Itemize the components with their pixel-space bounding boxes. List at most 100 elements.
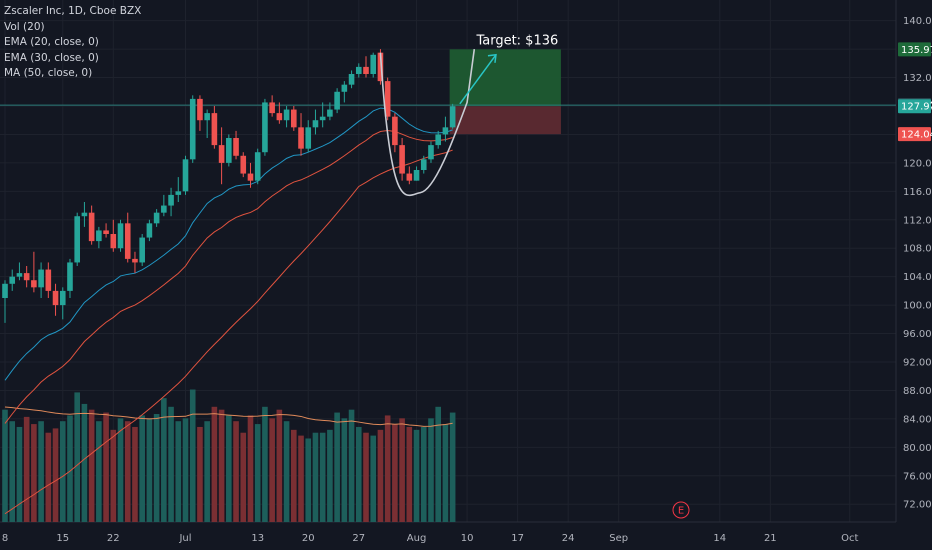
legend-ema30[interactable]: EMA (30, close, 0) bbox=[4, 51, 99, 64]
candle-body bbox=[45, 269, 52, 291]
volume-bar bbox=[312, 432, 319, 522]
y-tick-label: 76.00 bbox=[903, 471, 932, 482]
volume-bar bbox=[211, 406, 218, 522]
volume-bar bbox=[435, 406, 441, 522]
volume-bar bbox=[16, 426, 23, 522]
candle-body bbox=[59, 290, 66, 306]
legend-volume[interactable]: Vol (20) bbox=[4, 20, 45, 33]
candle-body bbox=[96, 230, 102, 242]
x-tick-label: 20 bbox=[302, 533, 315, 544]
volume-bar bbox=[175, 421, 182, 522]
candle-body bbox=[291, 109, 297, 128]
price-tag bbox=[898, 99, 931, 114]
volume-bar bbox=[23, 416, 30, 522]
candle-body bbox=[74, 216, 80, 263]
volume-bar bbox=[59, 421, 66, 522]
candle-body bbox=[38, 269, 44, 288]
candle-body bbox=[254, 152, 261, 181]
price-axis[interactable]: 140.00136.00132.00128.00124.00120.00116.… bbox=[898, 16, 932, 511]
x-tick-label: 24 bbox=[562, 533, 575, 544]
x-tick-label: 22 bbox=[107, 533, 120, 544]
volume-bar bbox=[319, 432, 326, 522]
target-zone bbox=[449, 49, 561, 107]
candle-body bbox=[240, 155, 247, 174]
candle-body bbox=[341, 84, 348, 92]
candle-body bbox=[406, 173, 413, 181]
candle-body bbox=[442, 127, 449, 135]
volume-bar bbox=[254, 424, 261, 522]
candlesticks bbox=[2, 49, 456, 323]
candle-body bbox=[276, 113, 283, 121]
y-tick-label: 100.00 bbox=[903, 301, 932, 312]
volume-bar bbox=[341, 418, 348, 522]
price-tag bbox=[898, 42, 931, 57]
volume-bar bbox=[103, 412, 109, 522]
volume-bar bbox=[139, 415, 145, 522]
candle-body bbox=[392, 116, 398, 146]
volume-bar bbox=[298, 435, 304, 522]
candle-body bbox=[363, 66, 369, 74]
candle-body bbox=[384, 81, 391, 117]
candle-body bbox=[197, 98, 203, 121]
candle-body bbox=[348, 74, 355, 85]
volume-bar bbox=[67, 415, 73, 522]
volume-bar bbox=[168, 406, 174, 522]
target-label: Target: $136 bbox=[475, 33, 558, 48]
volume-bar bbox=[283, 421, 290, 522]
y-tick-label: 88.00 bbox=[903, 386, 932, 397]
candle-body bbox=[88, 212, 95, 242]
candle-body bbox=[262, 102, 268, 153]
candle-body bbox=[189, 98, 196, 160]
annotation-drawings: Target: $136 E bbox=[379, 33, 690, 519]
candle-body bbox=[319, 116, 326, 121]
candle-body bbox=[305, 127, 312, 149]
candle-body bbox=[31, 280, 37, 288]
volume-ma-series bbox=[4, 406, 453, 427]
volume-bar bbox=[413, 429, 420, 522]
candle-body bbox=[247, 173, 254, 181]
candle-body bbox=[146, 223, 153, 238]
y-tick-label: 72.00 bbox=[903, 500, 932, 511]
x-tick-label: Oct bbox=[841, 533, 858, 544]
candle-body bbox=[399, 145, 405, 174]
volume-bar bbox=[370, 435, 377, 522]
volume-bar bbox=[45, 432, 52, 522]
candle-body bbox=[355, 66, 362, 74]
volume-bar bbox=[305, 438, 312, 522]
candle-body bbox=[377, 52, 384, 82]
price-tag-label: 135.97 bbox=[901, 45, 932, 56]
candle-body bbox=[2, 283, 8, 298]
ema30-series bbox=[4, 130, 453, 424]
volume-bar bbox=[74, 392, 80, 522]
candle-body bbox=[420, 159, 427, 170]
candle-body bbox=[269, 102, 275, 114]
y-tick-label: 108.00 bbox=[903, 244, 932, 255]
x-tick-label: 17 bbox=[511, 533, 524, 544]
candle-body bbox=[449, 106, 456, 128]
candle-body bbox=[182, 159, 189, 192]
volume-bar bbox=[399, 418, 405, 522]
y-tick-label: 112.00 bbox=[903, 215, 932, 226]
symbol-title[interactable]: Zscaler Inc, 1D, Cboe BZX bbox=[4, 5, 142, 17]
volume-bar bbox=[182, 418, 189, 522]
x-tick-label: 8 bbox=[2, 533, 8, 544]
candle-body bbox=[110, 234, 117, 249]
candle-body bbox=[52, 290, 59, 306]
x-tick-label: Jul bbox=[178, 533, 191, 544]
risk-reward-zones bbox=[0, 49, 896, 135]
candle-body bbox=[334, 91, 340, 110]
price-tag-label: 124.04 bbox=[901, 130, 932, 141]
candle-body bbox=[413, 170, 420, 181]
volume-bar bbox=[204, 421, 210, 522]
time-axis[interactable]: 8 15 22 Jul 13 20 27 Aug 10 17 24 Sep 14 21 Oct bbox=[2, 533, 859, 544]
legend-ma50[interactable]: MA (50, close, 0) bbox=[4, 67, 93, 79]
volume-bar bbox=[218, 409, 225, 522]
y-tick-label: 116.00 bbox=[903, 187, 932, 198]
candle-body bbox=[428, 145, 434, 160]
candle-body bbox=[283, 109, 290, 121]
y-tick-label: 80.00 bbox=[903, 443, 932, 454]
volume-bar bbox=[38, 421, 44, 522]
legend-ema20[interactable]: EMA (20, close, 0) bbox=[4, 36, 99, 48]
moving-average-lines bbox=[4, 107, 453, 515]
